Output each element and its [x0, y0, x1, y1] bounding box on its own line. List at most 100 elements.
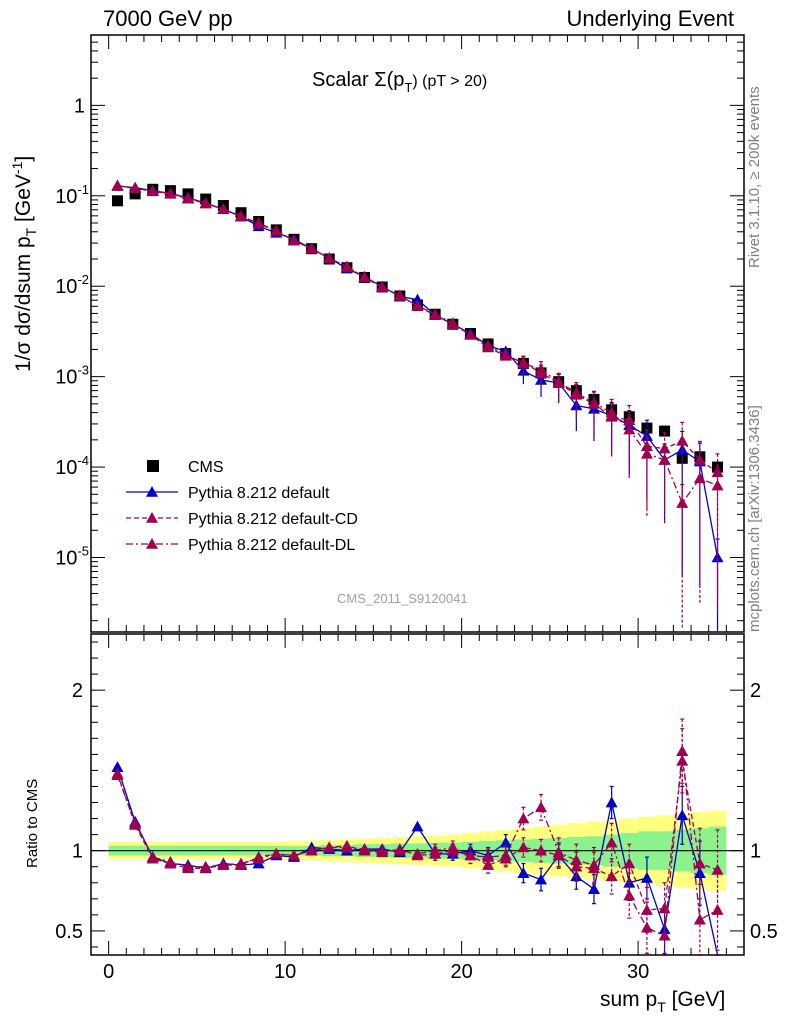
x-tick-label: 30 — [627, 961, 649, 983]
ratio-point — [111, 761, 124, 773]
main-ylabel-sub: T — [23, 227, 39, 236]
ratio-point — [693, 857, 706, 869]
data-point — [411, 293, 424, 305]
ratio-point — [129, 817, 142, 829]
data-point — [499, 348, 512, 360]
x-tick-label: 10 — [274, 961, 296, 983]
ratio-frame — [90, 633, 745, 956]
data-point — [711, 466, 724, 478]
data-point — [535, 363, 548, 375]
data-point — [429, 308, 442, 320]
data-point — [517, 357, 530, 369]
data-point — [640, 447, 653, 459]
legend-marker — [146, 512, 158, 523]
ratio-point — [587, 859, 600, 870]
data-point — [605, 406, 618, 418]
ratio-point — [182, 860, 195, 872]
data-point — [358, 271, 371, 282]
ratio-y-tick-label-right: 0.5 — [750, 921, 778, 943]
data-point — [464, 328, 477, 340]
data-point — [482, 339, 495, 351]
data-point — [693, 472, 706, 484]
ratio-point — [693, 867, 706, 878]
ratio-point — [535, 801, 548, 813]
data-point — [570, 386, 583, 398]
ratio-point — [587, 883, 600, 894]
ratio-point — [393, 844, 406, 856]
data-point — [270, 224, 283, 236]
header-right: Underlying Event — [566, 6, 734, 31]
data-point — [182, 192, 195, 204]
ratio-point — [605, 870, 618, 882]
data-point — [659, 425, 671, 437]
series-3 — [111, 179, 724, 630]
tick-base: 1 — [74, 95, 85, 117]
main-plot — [111, 179, 724, 632]
main-title-tail: ) (pT > 20) — [412, 73, 487, 90]
main-ylabel: 1/σ dσ/dsum pT [GeV-1] — [9, 156, 39, 372]
ratio-plot — [111, 718, 724, 956]
ratio-point — [517, 812, 530, 824]
y-tick-label: 10-4 — [55, 453, 89, 479]
ratio-line — [116, 751, 718, 937]
data-point — [287, 234, 300, 246]
data-point — [129, 181, 142, 193]
data-point — [623, 423, 636, 435]
xlabel: sum pT [GeV] — [600, 988, 725, 1015]
ratio-point — [623, 857, 636, 869]
ratio-point — [605, 836, 618, 848]
data-point — [587, 397, 600, 408]
header-left: 7000 GeV pp — [103, 6, 233, 31]
ratio-point — [499, 836, 512, 848]
data-point — [111, 179, 124, 191]
ratio-point — [517, 867, 530, 878]
series-line — [117, 185, 718, 505]
ratio-point — [693, 913, 706, 925]
main-ylabel-c: ] — [12, 156, 35, 162]
tick-base: 10 — [55, 276, 77, 298]
legend-label: CMS — [188, 459, 224, 476]
data-point — [305, 242, 318, 254]
ratio-point — [535, 844, 548, 856]
series-1 — [111, 180, 724, 632]
ratio-point — [358, 843, 371, 854]
data-point — [676, 497, 689, 508]
x-tick-label: 0 — [103, 961, 114, 983]
tick-base: 10 — [55, 457, 77, 479]
ratio-ylabel: Ratio to CMS — [24, 779, 41, 868]
main-title-sub: T — [404, 80, 412, 95]
legend-label: Pythia 8.212 default — [188, 485, 330, 502]
legend-entry-1: Pythia 8.212 default — [126, 485, 330, 502]
data-point — [252, 217, 265, 229]
legend-entry-0: CMS — [147, 459, 224, 476]
ratio-point — [464, 849, 477, 861]
data-point — [199, 197, 212, 208]
legend-marker — [147, 460, 159, 472]
ratio-point — [482, 851, 495, 862]
data-point — [393, 289, 406, 301]
data-point — [340, 261, 353, 272]
tick-base: 10 — [55, 547, 77, 569]
tick-exponent: -2 — [77, 272, 89, 287]
data-point — [711, 479, 724, 491]
data-point — [517, 364, 530, 376]
main-ylabel-b: [GeV — [12, 174, 35, 228]
y-tick-label: 10-5 — [55, 543, 89, 569]
y-tick-label: 10-2 — [55, 272, 89, 298]
watermark: CMS_2011_S9120041 — [337, 591, 468, 606]
data-point — [129, 188, 141, 200]
data-point — [164, 187, 177, 199]
tick-exponent: -5 — [77, 543, 89, 558]
tick-exponent: -4 — [77, 453, 89, 468]
ratio-point — [429, 844, 442, 856]
ratio-point — [605, 796, 618, 808]
ratio-point — [376, 844, 389, 856]
legend-entry-2: Pythia 8.212 default-CD — [126, 511, 358, 528]
main-title: Scalar Σ(pT) (pT > 20) — [312, 69, 487, 95]
ratio-point — [640, 871, 653, 883]
xlabel-sub: T — [657, 999, 666, 1015]
data-point — [711, 551, 724, 563]
data-point — [411, 299, 424, 311]
legend-marker — [146, 486, 158, 497]
ratio-point — [658, 929, 671, 941]
